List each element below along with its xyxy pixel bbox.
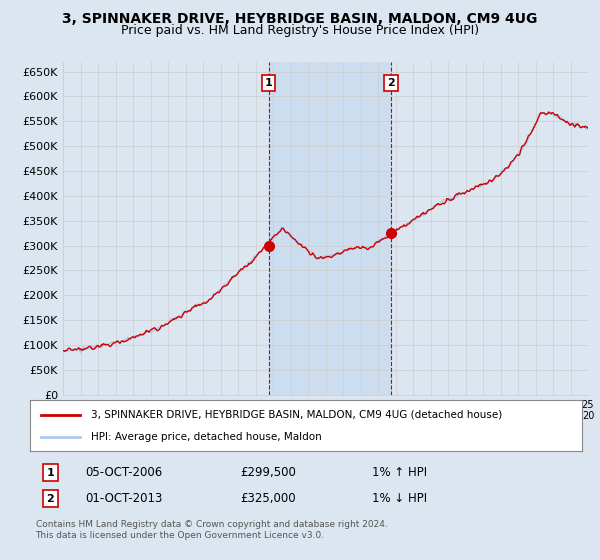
- Text: 2: 2: [387, 78, 395, 88]
- Text: Contains HM Land Registry data © Crown copyright and database right 2024.
This d: Contains HM Land Registry data © Crown c…: [35, 520, 387, 540]
- Text: £325,000: £325,000: [240, 492, 295, 505]
- Text: 1: 1: [265, 78, 272, 88]
- Text: 2: 2: [47, 494, 55, 504]
- Text: 1% ↓ HPI: 1% ↓ HPI: [372, 492, 427, 505]
- Text: 1% ↑ HPI: 1% ↑ HPI: [372, 466, 427, 479]
- Text: HPI: Average price, detached house, Maldon: HPI: Average price, detached house, Mald…: [91, 432, 322, 442]
- Text: 3, SPINNAKER DRIVE, HEYBRIDGE BASIN, MALDON, CM9 4UG: 3, SPINNAKER DRIVE, HEYBRIDGE BASIN, MAL…: [62, 12, 538, 26]
- Text: 3, SPINNAKER DRIVE, HEYBRIDGE BASIN, MALDON, CM9 4UG (detached house): 3, SPINNAKER DRIVE, HEYBRIDGE BASIN, MAL…: [91, 409, 502, 419]
- Text: £299,500: £299,500: [240, 466, 296, 479]
- Text: 01-OCT-2013: 01-OCT-2013: [85, 492, 163, 505]
- Text: 1: 1: [47, 468, 55, 478]
- Text: Price paid vs. HM Land Registry's House Price Index (HPI): Price paid vs. HM Land Registry's House …: [121, 24, 479, 36]
- Text: 05-OCT-2006: 05-OCT-2006: [85, 466, 163, 479]
- Bar: [269, 62, 391, 395]
